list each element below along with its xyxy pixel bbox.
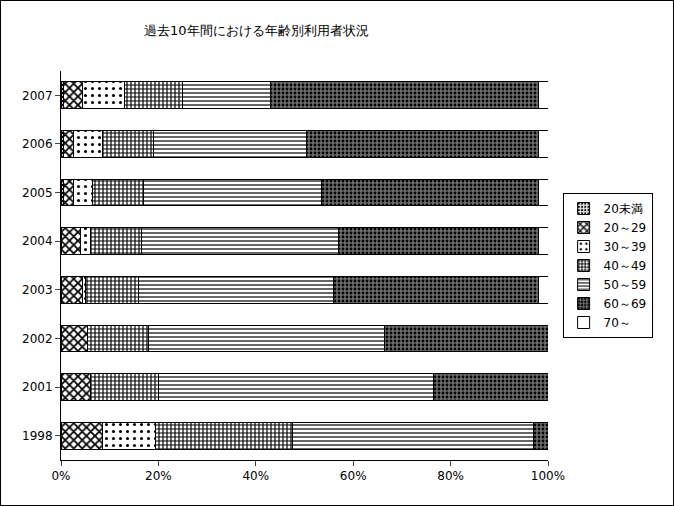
- svg-text:30～39: 30～39: [604, 240, 647, 254]
- svg-text:60%: 60%: [340, 469, 367, 483]
- svg-text:1998: 1998: [22, 429, 53, 443]
- svg-text:20～29: 20～29: [604, 221, 647, 235]
- svg-text:過去10年間における年齢別利用者状況: 過去10年間における年齢別利用者状況: [144, 23, 369, 38]
- svg-text:2003: 2003: [22, 283, 53, 297]
- svg-text:2002: 2002: [22, 332, 53, 346]
- svg-text:100%: 100%: [531, 469, 565, 483]
- svg-text:0%: 0%: [51, 469, 70, 483]
- svg-text:40～49: 40～49: [604, 259, 647, 273]
- svg-text:80%: 80%: [437, 469, 464, 483]
- svg-text:2004: 2004: [22, 234, 53, 248]
- svg-text:20未満: 20未満: [604, 202, 643, 216]
- svg-text:40%: 40%: [242, 469, 269, 483]
- svg-text:70～: 70～: [604, 316, 631, 330]
- svg-text:20%: 20%: [145, 469, 172, 483]
- svg-text:2006: 2006: [22, 137, 53, 151]
- svg-text:60～69: 60～69: [604, 297, 647, 311]
- svg-text:50～59: 50～59: [604, 278, 647, 292]
- svg-text:2001: 2001: [22, 380, 53, 394]
- svg-text:2005: 2005: [22, 186, 53, 200]
- svg-text:2007: 2007: [22, 89, 53, 103]
